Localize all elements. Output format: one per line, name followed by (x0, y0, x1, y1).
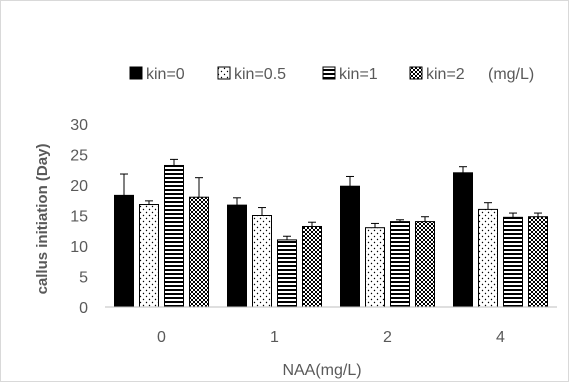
y-tick-label: 20 (70, 178, 88, 195)
bar (227, 204, 247, 308)
bar (415, 221, 435, 308)
bar (139, 204, 159, 308)
y-tick-label: 10 (70, 239, 88, 256)
x-tick-label: 1 (270, 329, 279, 346)
legend-swatch (409, 66, 423, 80)
y-tick-label: 30 (70, 117, 88, 134)
bar (528, 216, 548, 308)
legend-swatch (129, 66, 143, 80)
legend-swatch (322, 66, 336, 80)
bar (340, 185, 360, 308)
legend-label: kin=0.5 (234, 66, 286, 83)
bar (252, 215, 272, 308)
x-tick-label: 4 (496, 329, 505, 346)
y-axis-ticks: 0 5 10 15 20 25 30 (70, 117, 88, 317)
bar (478, 208, 498, 308)
bar (390, 221, 410, 308)
x-axis-label: NAA(mg/L) (282, 362, 361, 379)
legend-swatch (217, 66, 231, 80)
y-tick-label: 15 (70, 209, 88, 226)
x-axis-ticks: 0 1 2 4 (157, 329, 505, 346)
bar (277, 239, 297, 308)
legend-unit: (mg/L) (488, 66, 534, 83)
bar (164, 164, 184, 308)
bar (189, 196, 209, 308)
y-tick-label: 5 (79, 270, 88, 287)
bar (453, 172, 473, 308)
y-tick-label: 25 (70, 148, 88, 165)
bar (503, 216, 523, 308)
x-tick-label: 2 (383, 329, 392, 346)
bar (302, 225, 322, 308)
y-axis-label: callus initiation (Day) (34, 144, 51, 295)
bar (365, 227, 385, 308)
bars (114, 158, 548, 308)
y-tick-label: 0 (79, 300, 88, 317)
legend-label: kin=0 (146, 66, 185, 83)
bar (114, 194, 134, 308)
legend-label: kin=1 (339, 66, 378, 83)
x-tick-label: 0 (157, 329, 166, 346)
legend-label: kin=2 (426, 66, 465, 83)
legend: kin=0 kin=0.5 kin=1 kin=2 (mg/L) (129, 66, 534, 83)
